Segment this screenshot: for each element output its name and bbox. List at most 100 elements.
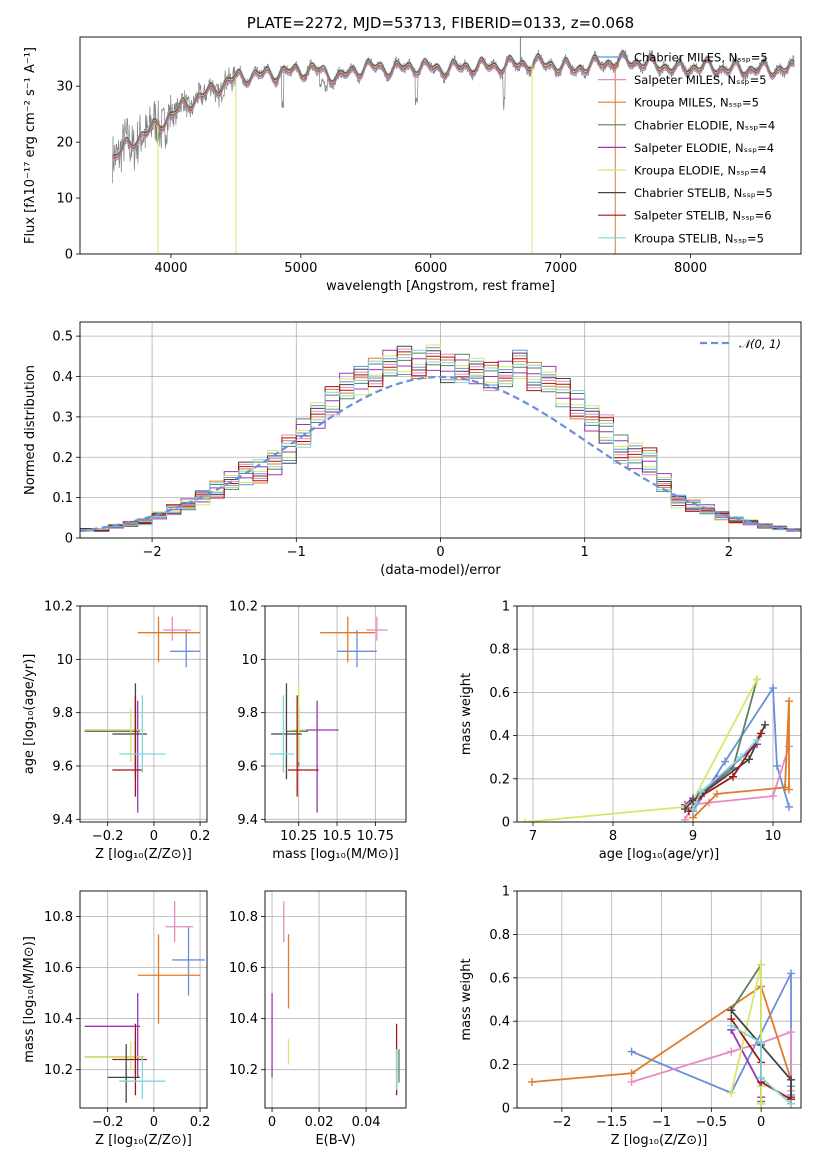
residual-histogram-ytick-label: 0.4 [52,370,73,385]
data-point-marker [681,815,689,822]
data-point-marker [721,757,729,766]
spectrum-xtick-label: 8000 [674,261,707,276]
legend-entry: Salpeter MILES, Nₛₛₚ=5 [634,73,767,87]
data-point-marker [727,1021,736,1030]
legend-entry: Salpeter ELODIE, Nₛₛₚ=4 [634,141,774,155]
mass-vs-EBV-xlabel: E(B-V) [315,1133,355,1148]
mass-vs-Z-xlabel: Z [log₁₀(Z/Z⊙)] [95,1133,192,1148]
mass-vs-EBV-ytick-label: 10.6 [229,961,258,976]
mass-weight-vs-age-ylabel: mass weight [459,673,474,755]
data-point-marker [627,1047,636,1056]
residual-histogram-xtick-label: 0 [436,545,444,560]
data-point-marker [761,720,769,729]
residual-histogram-ytick-label: 0.5 [52,330,73,345]
age-vs-Z-panel: −0.2 0 0.2 9.4 9.6 9.8 10 10.2 Z [log₁₀(Z/Z⊙)] ag… [22,600,210,863]
residual-histogram-xlabel: (data-model)/error [380,563,501,578]
mass-weight-vs-age-ytick-label: 0 [502,816,510,831]
mass-vs-Z-xtick-label: −0.2 [92,1115,124,1130]
spectrum-axes: 4000 5000 6000 7000 8000 0 10 20 30 wavelength [A… [23,14,802,294]
data-point-marker [757,1073,766,1082]
mass-vs-Z-frame [79,890,208,1109]
spectrum-xlabel: wavelength [Angstrom, rest frame] [326,279,555,294]
age-vs-mass-xtick-label: 10.25 [280,829,317,844]
mass-vs-EBV-frame [264,890,407,1109]
mass-weight-vs-age-frame [516,605,802,823]
spectrum-model-line [112,49,795,155]
legend-entry: Chabrier MILES, Nₛₛₚ=5 [634,51,768,65]
series-line [730,1009,792,1098]
spectrum-xtick-label: 7000 [544,261,577,276]
age-vs-Z-ytick-label: 10.2 [44,600,73,615]
mass-vs-Z-axes: −0.2 0 0.2 10.2 10.4 10.6 10.8 Z [log₁₀(Z/Z⊙)] m… [22,890,210,1148]
age-vs-mass-panel: 10.25 10.5 10.75 9.4 9.6 9.8 10 10.2 mass [log₁₀… [229,600,407,862]
spectrum-xtick-label: 4000 [154,261,187,276]
mass-vs-Z-ytick-label: 10.6 [44,961,73,976]
age-vs-Z-ylabel: age [log₁₀(age/yr)] [22,654,37,775]
histogram-step [80,349,801,538]
data-point-marker [521,818,529,822]
residual-histogram-ytick-label: 0 [65,532,73,547]
mass-weight-vs-age-xtick-label: 9 [689,829,697,844]
mass-weight-vs-Z-ytick-label: 0.2 [489,1058,510,1073]
mass-weight-vs-Z-ytick-label: 0.6 [489,971,510,986]
mass-weight-vs-age-xtick-label: 10 [765,829,782,844]
age-vs-Z-plot-area [80,606,207,822]
data-point-marker [785,802,793,811]
spectrum-ytick-label: 0 [65,248,73,263]
data-point-marker [689,796,697,805]
mass-vs-Z-ylabel: mass [log₁₀(M/M⊙)] [22,936,37,1063]
legend-entry: Chabrier STELIB, Nₛₛₚ=5 [634,186,773,200]
mass-weight-vs-age-panel: 7 8 9 10 0 0.2 0.4 0.6 0.8 1 age [log₁₀(age/yr)] ma… [459,600,802,862]
spectrum-model-line [112,55,795,161]
residual-histogram-frame [79,321,802,539]
mass-vs-EBV-xtick-label: 0.04 [352,1115,381,1130]
residual-histogram-panel: −2 −1 0 1 2 0 0.1 0.2 0.3 0.4 0.5 (data-model)/erro… [23,321,802,578]
spectrum-legend: Chabrier MILES, Nₛₛₚ=5 Salpeter MILES, Nₛ… [598,51,775,245]
data-point-marker [713,789,721,798]
legend-entry: Kroupa ELODIE, Nₛₛₚ=4 [634,164,767,178]
mass-vs-EBV-xtick-label: 0 [268,1115,276,1130]
age-vs-mass-axes: 10.25 10.5 10.75 9.4 9.6 9.8 10 10.2 mass [log₁₀… [229,600,407,862]
mass-weight-vs-age-ytick-label: 0.8 [489,643,510,658]
age-vs-mass-ytick-label: 9.8 [237,706,258,721]
mass-vs-Z-ytick-label: 10.2 [44,1063,73,1078]
age-vs-Z-ytick-label: 10 [56,653,73,668]
spectrum-panel: 4000 5000 6000 7000 8000 0 10 20 30 wavelength [A… [23,14,802,294]
mass-weight-vs-Z-plot-area [517,891,801,1108]
age-vs-Z-ytick-label: 9.4 [52,813,73,828]
age-vs-mass-plot-area [265,606,406,822]
age-vs-mass-ytick-label: 9.4 [237,813,258,828]
mass-vs-EBV-ytick-label: 10.2 [229,1063,258,1078]
mass-weight-vs-age-ytick-label: 0.6 [489,686,510,701]
mass-weight-vs-Z-xtick-label: −1 [652,1115,671,1130]
data-point-marker [627,1069,636,1078]
data-point-marker [787,1075,796,1084]
age-vs-Z-xlabel: Z [log₁₀(Z/Z⊙)] [95,847,192,862]
mass-vs-Z-panel: −0.2 0 0.2 10.2 10.4 10.6 10.8 Z [log₁₀(Z/Z⊙)] m… [22,890,210,1148]
legend-entry: Kroupa MILES, Nₛₛₚ=5 [634,96,759,110]
mass-weight-vs-Z-xtick-label: −0.5 [696,1115,728,1130]
age-vs-mass-xlabel: mass [log₁₀(M/M⊙)] [272,847,399,862]
residual-histogram-ytick-label: 0.1 [52,491,73,506]
mass-weight-vs-age-ytick-label: 1 [502,600,510,615]
gaussian-reference-curve [80,375,801,532]
spectrum-plot-area [112,37,795,254]
data-point-marker [753,675,761,684]
mass-weight-vs-Z-xlabel: Z [log₁₀(Z/Z⊙)] [611,1133,708,1148]
age-vs-Z-ytick-label: 9.6 [52,760,73,775]
data-point-marker [727,1047,736,1056]
mass-weight-vs-age-ytick-label: 0.4 [489,729,510,744]
spectrum-model-line [112,52,795,159]
residual-histogram-ylabel: Normed distribution [23,365,38,495]
mass-weight-vs-Z-ytick-label: 0 [502,1102,510,1117]
legend-entry: 𝒩(0, 1) [739,337,781,351]
mass-weight-vs-Z-ytick-label: 0.8 [489,928,510,943]
mass-weight-vs-Z-xtick-label: −2 [552,1115,571,1130]
mass-vs-EBV-plot-area [265,891,406,1108]
mass-weight-vs-age-ytick-label: 0.2 [489,772,510,787]
mass-weight-vs-age-xtick-label: 8 [609,829,617,844]
residual-histogram-plot-area [80,322,801,538]
residual-histogram-ytick-label: 0.2 [52,451,73,466]
age-vs-Z-xtick-label: 0.2 [190,829,211,844]
